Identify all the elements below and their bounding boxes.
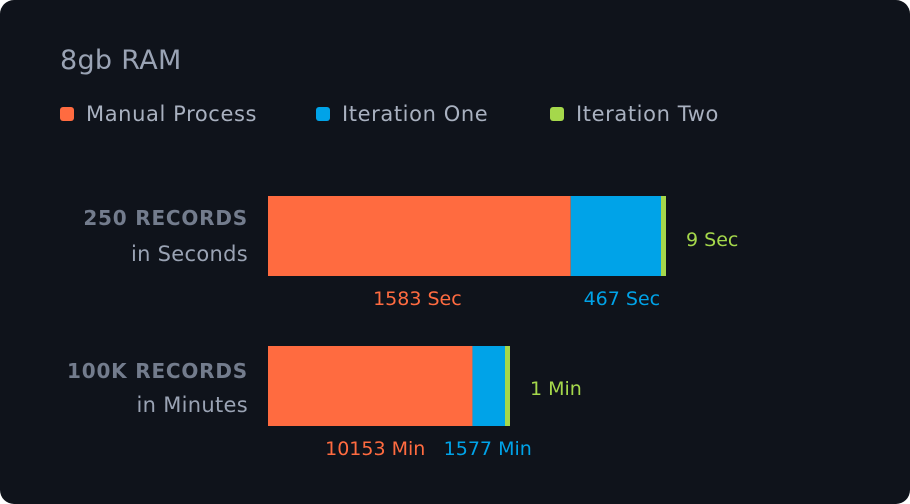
bar-segment-row1-iteration-one <box>570 196 661 276</box>
value-label-row1-2: 467 Sec <box>584 288 661 310</box>
value-label-row1-3: 9 Sec <box>686 229 738 251</box>
legend-item-iteration-one: Iteration One <box>316 102 488 126</box>
bar-segment-row2-manual-process <box>268 346 473 426</box>
bar-segment-row2-iteration-two <box>505 346 510 426</box>
bar-segment-row1-iteration-two <box>661 196 666 276</box>
bar-segment-row2-iteration-one <box>472 346 505 426</box>
legend-item-iteration-two: Iteration Two <box>550 102 719 126</box>
legend-label-iteration-one: Iteration One <box>342 102 489 126</box>
legend-swatch-iteration-two <box>550 107 564 121</box>
chart-title: 8gb RAM <box>60 45 182 76</box>
value-label-row2-3: 1 Min <box>530 378 582 400</box>
bar-segment-row1-manual-process <box>268 196 571 276</box>
row-sublabel-2: in Minutes <box>137 393 249 417</box>
value-label-row2-1: 10153 Min <box>325 438 425 460</box>
row-sublabel-1: in Seconds <box>131 242 248 266</box>
legend-label-manual-process: Manual Process <box>86 102 258 126</box>
legend-swatch-manual-process <box>60 107 74 121</box>
row-label-2: 100K RECORDS <box>67 359 248 383</box>
row-label-1: 250 RECORDS <box>83 206 248 230</box>
legend-label-iteration-two: Iteration Two <box>576 102 719 126</box>
value-label-row2-2: 1577 Min <box>444 438 532 460</box>
legend-item-manual-process: Manual Process <box>60 102 257 126</box>
legend-swatch-iteration-one <box>316 107 330 121</box>
value-label-row1-1: 1583 Sec <box>373 288 462 310</box>
